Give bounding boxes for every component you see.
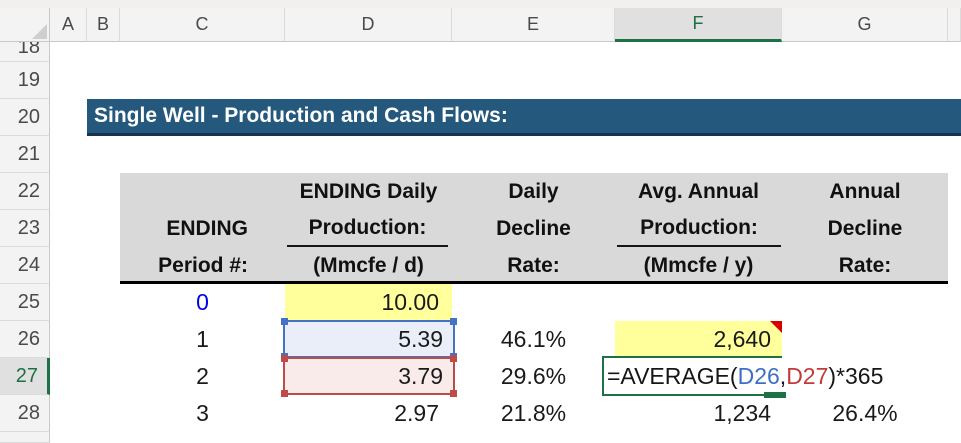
cell-f23[interactable]: Production: (617, 210, 781, 247)
top-strip (0, 0, 961, 8)
cell-e28[interactable]: 21.8% (500, 400, 567, 426)
formula-text: =AVERAGE( (607, 363, 738, 389)
comment-indicator-icon (770, 321, 782, 333)
column-header-e[interactable]: E (452, 8, 615, 42)
cell-d24[interactable]: (Mmcfe / d) (313, 253, 424, 277)
reference-drag-handle[interactable] (450, 390, 457, 397)
cell-e24[interactable]: Rate: (507, 253, 560, 277)
reference-drag-handle[interactable] (281, 390, 288, 397)
cell-f22[interactable]: Avg. Annual (638, 179, 759, 203)
row-header-27-selected[interactable]: 27 (0, 358, 50, 395)
cell-c24[interactable]: Period #: (158, 253, 248, 277)
cell-e26[interactable]: 46.1% (500, 326, 567, 352)
cell-g22[interactable]: Annual (829, 179, 901, 203)
table-header-block (120, 173, 948, 284)
row-header-partial[interactable] (0, 432, 50, 443)
cell-e23[interactable]: Decline (496, 216, 571, 240)
row-header-18[interactable]: 18 (0, 42, 50, 62)
cell-c27[interactable]: 2 (196, 363, 209, 389)
reference-drag-handle[interactable] (450, 318, 457, 325)
cell-c28[interactable]: 3 (196, 400, 209, 426)
column-header-d[interactable]: D (285, 8, 452, 42)
row-header-22[interactable]: 22 (0, 173, 50, 210)
row-header-26[interactable]: 26 (0, 321, 50, 358)
formula-editor[interactable]: =AVERAGE(D26, D27)*365 (607, 363, 884, 389)
cell-f28[interactable]: 1,234 (713, 400, 771, 426)
formula-reference-box-d27[interactable]: 3.79 (281, 355, 457, 397)
row-header-20[interactable]: 20 (0, 99, 50, 136)
cell-d22[interactable]: ENDING Daily (299, 179, 438, 203)
title-banner[interactable]: Single Well - Production and Cash Flows: (87, 99, 961, 136)
edit-cell-fill-handle[interactable] (764, 392, 786, 398)
cell-d23[interactable]: Production: (287, 210, 448, 247)
reference-drag-handle[interactable] (281, 318, 288, 325)
column-header-partial[interactable] (948, 8, 961, 42)
cell-d28[interactable]: 2.97 (394, 400, 439, 426)
active-cell-edit-border (602, 356, 782, 396)
cell-e27[interactable]: 29.6% (500, 363, 567, 389)
cell-c25[interactable]: 0 (196, 289, 209, 315)
cell-f26-input[interactable]: 2,640 (615, 321, 782, 358)
cell-d26[interactable]: 5.39 (398, 325, 443, 352)
row-header-21[interactable]: 21 (0, 136, 50, 173)
formula-ref-d27: D27 (786, 363, 829, 389)
column-header-c[interactable]: C (120, 8, 285, 42)
select-all-triangle-icon (32, 24, 47, 39)
row-header-19[interactable]: 19 (0, 62, 50, 99)
row-header-24[interactable]: 24 (0, 247, 50, 284)
cell-c26[interactable]: 1 (196, 326, 209, 352)
row-header-25[interactable]: 25 (0, 284, 50, 321)
cell-g23[interactable]: Decline (827, 216, 903, 240)
reference-drag-handle[interactable] (281, 355, 288, 362)
cell-d27[interactable]: 3.79 (398, 362, 443, 389)
column-header-f-selected[interactable]: F (615, 8, 782, 42)
cell-g24[interactable]: Rate: (838, 253, 892, 277)
column-header-g[interactable]: G (782, 8, 948, 42)
cell-e22[interactable]: Daily (508, 179, 559, 203)
page-title: Single Well - Production and Cash Flows: (94, 104, 508, 127)
column-header-a[interactable]: A (50, 8, 87, 42)
row-header-28[interactable]: 28 (0, 395, 50, 432)
select-all-button[interactable] (0, 8, 50, 42)
column-header-b[interactable]: B (87, 8, 120, 42)
cell-d25-input[interactable]: 10.00 (285, 284, 452, 321)
row-header-23[interactable]: 23 (0, 210, 50, 247)
cell-f24[interactable]: (Mmcfe / y) (643, 253, 754, 277)
formula-ref-d26: D26 (737, 363, 780, 389)
formula-reference-box-d26[interactable]: 5.39 (281, 318, 457, 360)
reference-drag-handle[interactable] (450, 355, 457, 362)
cell-g28[interactable]: 26.4% (832, 400, 898, 426)
cell-c23[interactable]: ENDING (166, 216, 248, 240)
